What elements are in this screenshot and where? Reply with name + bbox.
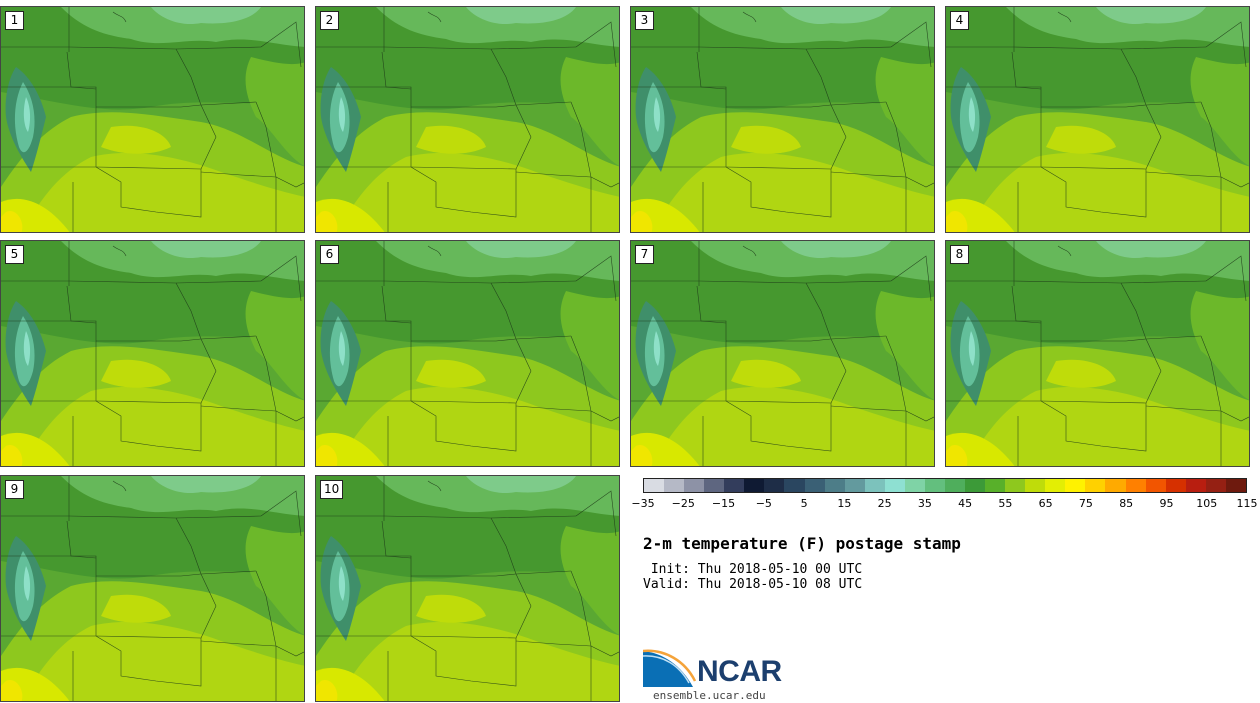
colorbar-swatch xyxy=(944,479,965,492)
colorbar-swatch xyxy=(644,479,665,492)
colorbar-swatch xyxy=(1125,479,1146,492)
colorbar-tick: −5 xyxy=(755,497,772,510)
init-time: Init: Thu 2018-05-10 00 UTC xyxy=(643,562,863,577)
member-number-label: 6 xyxy=(320,245,339,264)
colorbar-swatch xyxy=(764,479,785,492)
colorbar-swatch xyxy=(1025,479,1046,492)
colorbar-tick: 45 xyxy=(958,497,973,510)
colorbar-swatch xyxy=(1065,479,1086,492)
member-panel-6[interactable]: 6 xyxy=(315,240,620,467)
colorbar-swatch xyxy=(985,479,1006,492)
member-panel-3[interactable]: 3 xyxy=(630,6,935,233)
colorbar-swatch xyxy=(1205,479,1226,492)
member-panel-7[interactable]: 7 xyxy=(630,240,935,467)
temperature-map xyxy=(631,241,934,466)
colorbar-swatch xyxy=(1145,479,1166,492)
colorbar-swatch xyxy=(864,479,885,492)
member-number-label: 2 xyxy=(320,11,339,30)
temperature-map xyxy=(1,476,304,701)
valid-time: Valid: Thu 2018-05-10 08 UTC xyxy=(643,577,863,592)
temperature-map xyxy=(316,476,619,701)
colorbar-tick: 35 xyxy=(917,497,932,510)
member-number-label: 1 xyxy=(5,11,24,30)
plot-title: 2-m temperature (F) postage stamp xyxy=(643,534,961,553)
temperature-colorbar xyxy=(643,478,1247,493)
colorbar-tick: −35 xyxy=(631,497,655,510)
member-number-label: 8 xyxy=(950,245,969,264)
colorbar-swatch xyxy=(664,479,685,492)
member-panel-5[interactable]: 5 xyxy=(0,240,305,467)
colorbar-swatch xyxy=(1105,479,1126,492)
colorbar-tick: −25 xyxy=(671,497,695,510)
member-panel-10[interactable]: 10 xyxy=(315,475,620,702)
colorbar-swatch xyxy=(1005,479,1026,492)
colorbar-tick: −15 xyxy=(711,497,736,510)
colorbar-swatch xyxy=(704,479,725,492)
colorbar-swatch xyxy=(1165,479,1186,492)
colorbar-swatch xyxy=(724,479,745,492)
colorbar-swatch xyxy=(1045,479,1066,492)
member-number-label: 5 xyxy=(5,245,24,264)
temperature-map xyxy=(631,7,934,232)
colorbar-swatch xyxy=(1085,479,1106,492)
colorbar-tick: 75 xyxy=(1078,497,1093,510)
colorbar-swatch xyxy=(924,479,945,492)
member-panel-1[interactable]: 1 xyxy=(0,6,305,233)
member-panel-9[interactable]: 9 xyxy=(0,475,305,702)
member-number-label: 3 xyxy=(635,11,654,30)
member-panel-2[interactable]: 2 xyxy=(315,6,620,233)
temperature-map xyxy=(316,7,619,232)
member-number-label: 9 xyxy=(5,480,24,499)
member-number-label: 10 xyxy=(320,480,344,499)
colorbar-swatch xyxy=(884,479,905,492)
temperature-map xyxy=(1,7,304,232)
member-number-label: 7 xyxy=(635,245,654,264)
colorbar-tick: 85 xyxy=(1119,497,1134,510)
colorbar-tick: 55 xyxy=(998,497,1013,510)
temperature-map xyxy=(946,241,1249,466)
ncar-logo-icon[interactable] xyxy=(643,647,793,689)
member-number-label: 4 xyxy=(950,11,969,30)
colorbar-swatch xyxy=(744,479,765,492)
member-panel-4[interactable]: 4 xyxy=(945,6,1250,233)
member-panel-8[interactable]: 8 xyxy=(945,240,1250,467)
colorbar-swatch xyxy=(784,479,805,492)
colorbar-swatch xyxy=(684,479,705,492)
colorbar-swatch xyxy=(904,479,925,492)
colorbar-tick: 65 xyxy=(1038,497,1053,510)
temperature-map xyxy=(1,241,304,466)
colorbar-swatch xyxy=(824,479,845,492)
colorbar-tick-labels: −35 −25 −15 −5 5 15 25 35 45 55 65 75 85 95 105 115 xyxy=(631,497,1257,513)
colorbar-swatch xyxy=(804,479,825,492)
colorbar-swatch xyxy=(1225,479,1246,492)
colorbar-tick: 115 xyxy=(1236,497,1258,510)
colorbar-tick: 105 xyxy=(1196,497,1218,510)
colorbar-tick: 5 xyxy=(800,497,808,510)
temperature-map xyxy=(946,7,1249,232)
ncar-logo-text[interactable]: NCAR xyxy=(697,655,782,688)
temperature-map xyxy=(316,241,619,466)
colorbar-swatch xyxy=(965,479,986,492)
colorbar-tick: 25 xyxy=(877,497,892,510)
colorbar-tick: 15 xyxy=(837,497,852,510)
site-url[interactable]: ensemble.ucar.edu xyxy=(653,689,766,702)
colorbar-swatch xyxy=(844,479,865,492)
colorbar-tick: 95 xyxy=(1159,497,1174,510)
colorbar-swatch xyxy=(1185,479,1206,492)
